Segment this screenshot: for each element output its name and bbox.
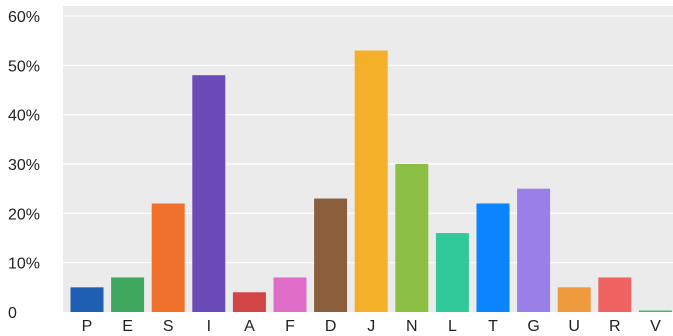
x-tick-label: G bbox=[527, 318, 539, 335]
bar-N bbox=[395, 164, 429, 312]
bar-P bbox=[70, 287, 104, 312]
bar-R bbox=[598, 277, 632, 312]
y-tick-label: 40% bbox=[8, 108, 40, 125]
x-tick-label: P bbox=[82, 318, 93, 335]
x-tick-label: F bbox=[285, 318, 295, 335]
x-tick-label: E bbox=[122, 318, 133, 335]
bar-I bbox=[192, 75, 226, 312]
x-tick-label: J bbox=[367, 318, 375, 335]
y-tick-label: 20% bbox=[8, 206, 40, 223]
x-tick-label: V bbox=[650, 318, 661, 335]
x-tick-label: N bbox=[406, 318, 418, 335]
x-tick-label: R bbox=[609, 318, 621, 335]
bar-G bbox=[517, 188, 551, 312]
y-tick-label: 50% bbox=[8, 58, 40, 75]
y-tick-label: 30% bbox=[8, 157, 40, 174]
x-tick-label: U bbox=[568, 318, 580, 335]
y-tick-label: 10% bbox=[8, 256, 40, 273]
bar-E bbox=[111, 277, 145, 312]
bar-V bbox=[638, 310, 672, 312]
bar-A bbox=[232, 292, 266, 312]
x-tick-label: L bbox=[448, 318, 457, 335]
bar-U bbox=[557, 287, 591, 312]
bar-S bbox=[151, 203, 185, 312]
x-tick-label: A bbox=[244, 318, 255, 335]
y-tick-label: 0 bbox=[8, 305, 17, 322]
x-tick-label: S bbox=[163, 318, 174, 335]
bars bbox=[70, 50, 672, 313]
x-tick-label: T bbox=[488, 318, 498, 335]
bar-T bbox=[476, 203, 510, 312]
bar-L bbox=[435, 233, 469, 312]
bar-D bbox=[314, 198, 348, 312]
x-tick-label: D bbox=[325, 318, 337, 335]
y-tick-label: 60% bbox=[8, 9, 40, 26]
y-axis-ticks: 0 10% 20% 30% 40% 50% 60% bbox=[8, 9, 40, 322]
bar-F bbox=[273, 277, 307, 312]
bar-J bbox=[354, 50, 388, 313]
x-tick-label: I bbox=[207, 318, 211, 335]
